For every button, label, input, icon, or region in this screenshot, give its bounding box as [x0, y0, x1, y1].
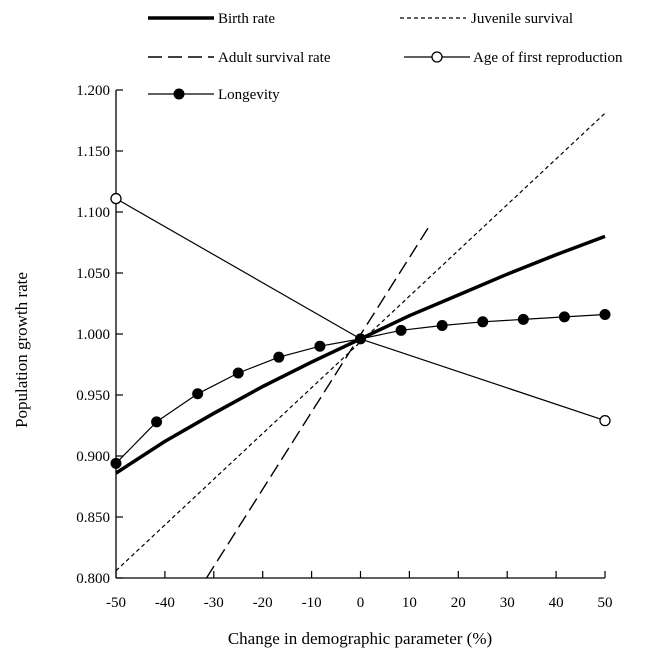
data-point-longevity: [517, 313, 529, 325]
y-tick-label: 1.200: [76, 83, 110, 99]
data-point-longevity: [355, 333, 366, 345]
y-tick-label: 0.950: [76, 388, 110, 404]
legend-label-birth-rate: Birth rate: [218, 11, 275, 27]
series-line-age-of-first-reproduction: [115, 198, 606, 422]
x-tick-label: 50: [598, 595, 613, 611]
x-tick-label: 10: [402, 595, 417, 611]
x-tick-label: 40: [549, 595, 564, 611]
legend-marker-longevity: [173, 88, 185, 100]
y-tick-label: 0.800: [76, 571, 110, 587]
legend-label-adult-survival-rate: Adult survival rate: [218, 50, 331, 66]
x-tick-label: 20: [451, 595, 466, 611]
x-tick-label: -50: [106, 595, 126, 611]
x-tick-label: -40: [155, 595, 175, 611]
legend-label-juvenile-survival: Juvenile survival: [471, 11, 573, 27]
series-layer: [110, 112, 611, 579]
data-point-age-of-first-reproduction: [110, 192, 122, 205]
series-line-adult-survival-rate: [205, 226, 430, 579]
data-point-longevity: [558, 311, 570, 323]
y-tick-label: 0.850: [76, 510, 110, 526]
x-tick-label: 30: [500, 595, 515, 611]
x-tick-label: -10: [302, 595, 322, 611]
axes: 0.800 0.850 0.900 0.950 1.000 1.050 1.100 1.150…: [76, 83, 612, 611]
data-point-age-of-first-reproduction: [599, 414, 611, 427]
legend-marker-age-of-first-reproduction: [431, 51, 443, 63]
x-tick-label: 0: [357, 595, 365, 611]
data-point-longevity: [436, 319, 448, 331]
x-tick-label: -30: [204, 595, 224, 611]
data-point-longevity: [395, 324, 407, 336]
data-point-longevity: [599, 308, 611, 320]
data-point-longevity: [273, 351, 285, 363]
series-line-birth-rate: [115, 234, 606, 475]
data-point-longevity: [151, 416, 163, 428]
x-axis-title: Change in demographic parameter (%): [228, 629, 492, 648]
y-tick-label: 1.050: [76, 266, 110, 282]
y-axis-title: Population growth rate: [12, 272, 31, 428]
legend-label-age-of-first-reproduction: Age of first reproduction: [473, 50, 623, 66]
x-tick-label: -20: [253, 595, 273, 611]
legend: Birth rate Juvenile survival Adult survi…: [148, 11, 623, 103]
data-point-longevity: [314, 340, 326, 352]
legend-label-longevity: Longevity: [218, 87, 280, 103]
y-tick-label: 0.900: [76, 449, 110, 465]
y-tick-label: 1.000: [76, 327, 110, 343]
data-point-longevity: [232, 367, 244, 379]
data-point-longevity: [477, 316, 489, 328]
y-tick-label: 1.100: [76, 205, 110, 221]
data-point-longevity: [192, 388, 204, 400]
y-tick-label: 1.150: [76, 144, 110, 160]
data-point-longevity: [110, 457, 122, 469]
